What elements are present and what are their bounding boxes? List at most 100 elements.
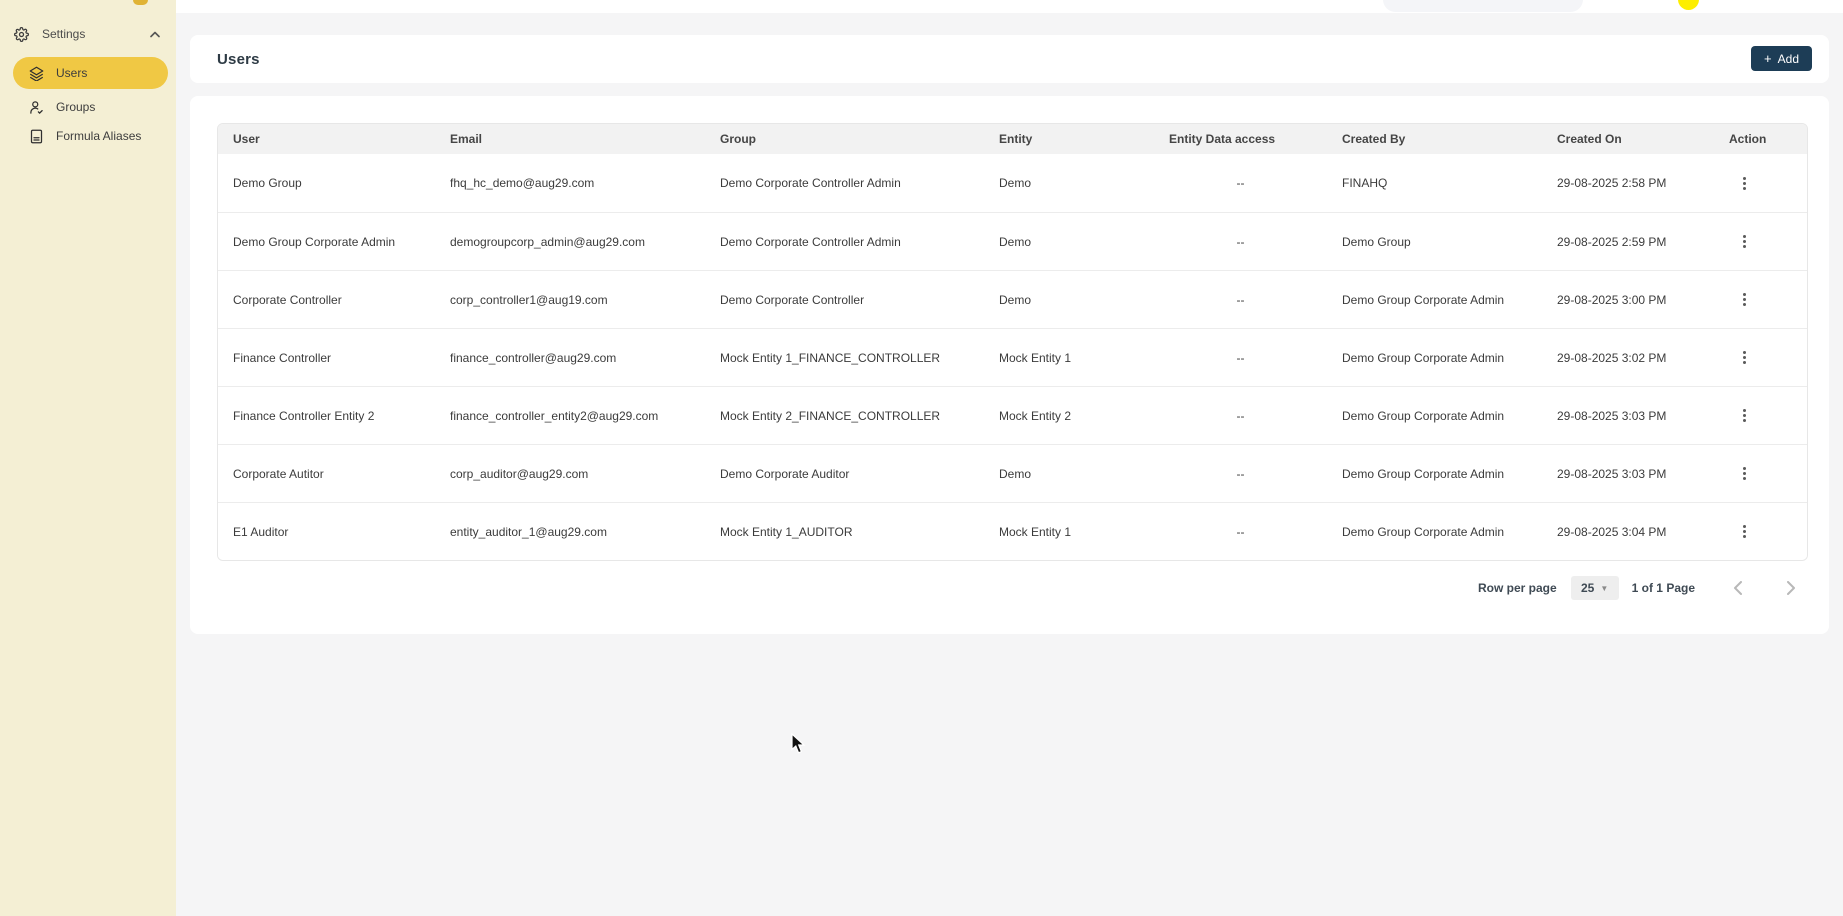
sidebar-section-settings[interactable]: Settings: [0, 24, 176, 44]
table-row: Demo Group Corporate Admin demogroupcorp…: [218, 212, 1807, 270]
cell-email: entity_auditor_1@aug29.com: [450, 524, 607, 539]
rows-per-page-value: 25: [1581, 581, 1595, 595]
sidebar-item-label: Groups: [56, 100, 96, 114]
row-actions-button[interactable]: [1732, 404, 1756, 428]
cell-user: Demo Group Corporate Admin: [233, 234, 396, 249]
layers-icon: [29, 66, 44, 81]
kebab-menu-icon: [1742, 235, 1746, 248]
sidebar-item-formula-aliases[interactable]: Formula Aliases: [13, 123, 168, 149]
page-title: Users: [217, 50, 260, 68]
cell-entity: Demo: [999, 176, 1032, 190]
column-header-created-by: Created By: [1342, 132, 1406, 146]
kebab-menu-icon: [1742, 293, 1746, 306]
users-table: User Email Group Entity Entity Data acce…: [217, 123, 1808, 561]
column-header-created-on: Created On: [1557, 132, 1622, 146]
cell-entity: Demo: [999, 234, 1032, 249]
cell-entity: Demo: [999, 292, 1032, 307]
cell-group: Demo Corporate Auditor: [720, 466, 850, 481]
cell-user: Finance Controller: [233, 350, 332, 365]
column-header-action: Action: [1729, 132, 1767, 146]
cell-entity-data-access: --: [1236, 524, 1245, 539]
mouse-cursor: [791, 732, 809, 760]
cell-created-on: 29-08-2025 2:58 PM: [1557, 176, 1667, 190]
cell-entity-data-access: --: [1236, 176, 1245, 190]
table-row: Demo Group fhq_hc_demo@aug29.com Demo Co…: [218, 154, 1807, 212]
search-input[interactable]: [1383, 0, 1583, 12]
cell-entity-data-access: --: [1236, 408, 1245, 423]
cell-user: Demo Group: [233, 176, 302, 190]
pagination: Row per page 25 ▼ 1 of 1 Page: [1478, 576, 1803, 600]
cell-group: Demo Corporate Controller Admin: [720, 234, 901, 249]
cell-entity: Demo: [999, 466, 1032, 481]
cell-created-by: FINAHQ: [1342, 176, 1388, 190]
cell-created-on: 29-08-2025 2:59 PM: [1557, 234, 1667, 249]
users-table-card: User Email Group Entity Entity Data acce…: [190, 96, 1829, 634]
user-group-icon: [29, 100, 44, 115]
column-header-user: User: [233, 132, 260, 146]
app-logo: [133, 0, 148, 5]
cell-created-by: Demo Group Corporate Admin: [1342, 408, 1505, 423]
cell-email: demogroupcorp_admin@aug29.com: [450, 234, 645, 249]
cell-group: Mock Entity 2_FINANCE_CONTROLLER: [720, 408, 941, 423]
cell-group: Demo Corporate Controller: [720, 292, 865, 307]
cell-group: Mock Entity 1_FINANCE_CONTROLLER: [720, 350, 941, 365]
add-user-button[interactable]: + Add: [1751, 46, 1812, 71]
rows-per-page-select[interactable]: 25 ▼: [1570, 576, 1619, 600]
cell-created-by: Demo Group: [1342, 234, 1411, 249]
column-header-group: Group: [720, 132, 756, 146]
cell-entity-data-access: --: [1236, 292, 1245, 307]
document-icon: [29, 129, 44, 144]
cell-email: corp_controller1@aug19.com: [450, 292, 608, 307]
table-row: E1 Auditor entity_auditor_1@aug29.com Mo…: [218, 502, 1807, 560]
kebab-menu-icon: [1742, 467, 1746, 480]
cell-entity: Mock Entity 1: [999, 350, 1072, 365]
row-actions-button[interactable]: [1732, 230, 1756, 254]
cell-group: Mock Entity 1_AUDITOR: [720, 524, 853, 539]
cell-created-by: Demo Group Corporate Admin: [1342, 466, 1505, 481]
cell-created-by: Demo Group Corporate Admin: [1342, 524, 1505, 539]
kebab-menu-icon: [1742, 351, 1746, 364]
cell-created-on: 29-08-2025 3:03 PM: [1557, 466, 1667, 481]
cell-entity-data-access: --: [1236, 234, 1245, 249]
sidebar-item-users[interactable]: Users: [13, 57, 168, 89]
previous-page-button[interactable]: [1725, 576, 1749, 600]
next-page-button[interactable]: [1779, 576, 1803, 600]
column-header-entity: Entity: [999, 132, 1033, 146]
cell-created-on: 29-08-2025 3:02 PM: [1557, 350, 1667, 365]
row-actions-button[interactable]: [1732, 520, 1756, 544]
cell-created-on: 29-08-2025 3:00 PM: [1557, 292, 1667, 307]
cell-user: Corporate Controller: [233, 292, 342, 307]
page-header-card: Users + Add: [190, 35, 1829, 83]
row-actions-button[interactable]: [1732, 171, 1756, 195]
cell-user: Corporate Autitor: [233, 466, 324, 481]
chevron-up-icon: [150, 31, 160, 38]
column-header-entity-data-access: Entity Data access: [1169, 132, 1276, 146]
table-row: Corporate Controller corp_controller1@au…: [218, 270, 1807, 328]
gear-icon: [14, 26, 29, 42]
cell-created-on: 29-08-2025 3:04 PM: [1557, 524, 1667, 539]
cell-email: fhq_hc_demo@aug29.com: [450, 176, 595, 190]
sidebar-item-label: Users: [56, 66, 88, 80]
table-row: Finance Controller finance_controller@au…: [218, 328, 1807, 386]
add-button-label: Add: [1777, 51, 1799, 66]
cell-entity-data-access: --: [1236, 466, 1245, 481]
row-actions-button[interactable]: [1732, 346, 1756, 370]
table-header-row: User Email Group Entity Entity Data acce…: [218, 124, 1807, 154]
sidebar: Settings Users Groups: [0, 0, 176, 916]
user-avatar[interactable]: [1678, 0, 1699, 10]
sidebar-item-groups[interactable]: Groups: [13, 94, 168, 120]
column-header-email: Email: [450, 132, 483, 146]
cell-created-by: Demo Group Corporate Admin: [1342, 350, 1505, 365]
rows-per-page-label: Row per page: [1477, 581, 1557, 595]
kebab-menu-icon: [1742, 409, 1746, 422]
cell-user: Finance Controller Entity 2: [233, 408, 375, 423]
cell-email: finance_controller_entity2@aug29.com: [450, 408, 659, 423]
kebab-menu-icon: [1742, 176, 1746, 190]
page-status: 1 of 1 Page: [1631, 581, 1695, 595]
cell-created-by: Demo Group Corporate Admin: [1342, 292, 1505, 307]
row-actions-button[interactable]: [1732, 288, 1756, 312]
cell-entity-data-access: --: [1236, 350, 1245, 365]
row-actions-button[interactable]: [1732, 462, 1756, 486]
cell-entity: Mock Entity 2: [999, 408, 1072, 423]
top-bar: [176, 0, 1843, 13]
